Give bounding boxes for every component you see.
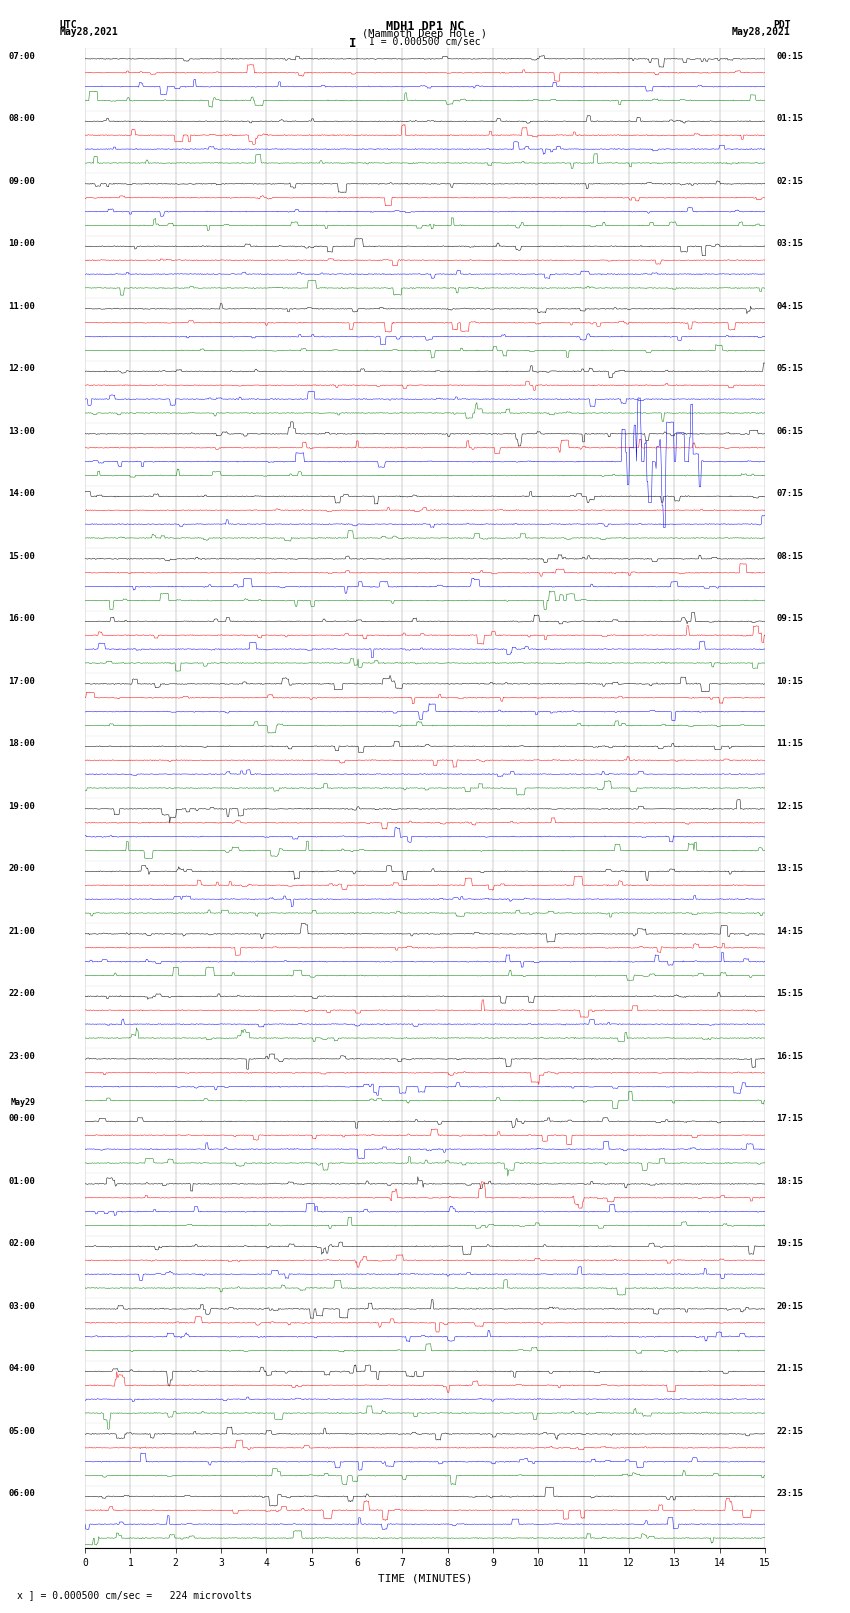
Text: 08:15: 08:15 — [776, 552, 803, 561]
Text: May28,2021: May28,2021 — [60, 27, 118, 37]
Text: 07:00: 07:00 — [8, 52, 35, 61]
Text: x ] = 0.000500 cm/sec =   224 microvolts: x ] = 0.000500 cm/sec = 224 microvolts — [17, 1590, 252, 1600]
Text: 18:15: 18:15 — [776, 1177, 803, 1186]
Text: 07:15: 07:15 — [776, 489, 803, 498]
Text: 00:00: 00:00 — [8, 1115, 35, 1123]
Text: 15:15: 15:15 — [776, 989, 803, 998]
Text: May28,2021: May28,2021 — [732, 27, 791, 37]
Text: 06:15: 06:15 — [776, 427, 803, 436]
Text: 09:00: 09:00 — [8, 177, 35, 185]
Text: 13:15: 13:15 — [776, 865, 803, 873]
Text: 11:00: 11:00 — [8, 302, 35, 311]
Text: 21:15: 21:15 — [776, 1365, 803, 1373]
Text: 20:00: 20:00 — [8, 865, 35, 873]
Text: 23:15: 23:15 — [776, 1489, 803, 1498]
Text: 22:00: 22:00 — [8, 989, 35, 998]
Text: 22:15: 22:15 — [776, 1428, 803, 1436]
Text: 10:15: 10:15 — [776, 677, 803, 686]
Text: 13:00: 13:00 — [8, 427, 35, 436]
Text: MDH1 DP1 NC: MDH1 DP1 NC — [386, 19, 464, 34]
Text: 05:00: 05:00 — [8, 1428, 35, 1436]
Text: 15:00: 15:00 — [8, 552, 35, 561]
Text: UTC: UTC — [60, 19, 77, 31]
Text: 23:00: 23:00 — [8, 1052, 35, 1061]
Text: 16:15: 16:15 — [776, 1052, 803, 1061]
Text: 01:00: 01:00 — [8, 1177, 35, 1186]
Text: 14:00: 14:00 — [8, 489, 35, 498]
Text: 12:00: 12:00 — [8, 365, 35, 373]
Text: 01:15: 01:15 — [776, 115, 803, 123]
Text: 08:00: 08:00 — [8, 115, 35, 123]
Text: 05:15: 05:15 — [776, 365, 803, 373]
Text: 02:15: 02:15 — [776, 177, 803, 185]
Text: May29: May29 — [10, 1098, 35, 1108]
Text: 03:00: 03:00 — [8, 1302, 35, 1311]
Text: 17:00: 17:00 — [8, 677, 35, 686]
Text: I: I — [349, 37, 356, 50]
Text: 21:00: 21:00 — [8, 927, 35, 936]
X-axis label: TIME (MINUTES): TIME (MINUTES) — [377, 1574, 473, 1584]
Text: 19:00: 19:00 — [8, 802, 35, 811]
Text: 11:15: 11:15 — [776, 739, 803, 748]
Text: 04:15: 04:15 — [776, 302, 803, 311]
Text: 04:00: 04:00 — [8, 1365, 35, 1373]
Text: 03:15: 03:15 — [776, 239, 803, 248]
Text: 18:00: 18:00 — [8, 739, 35, 748]
Text: 02:00: 02:00 — [8, 1239, 35, 1248]
Text: 17:15: 17:15 — [776, 1115, 803, 1123]
Text: 16:00: 16:00 — [8, 615, 35, 623]
Text: 06:00: 06:00 — [8, 1489, 35, 1498]
Text: 19:15: 19:15 — [776, 1239, 803, 1248]
Text: 10:00: 10:00 — [8, 239, 35, 248]
Text: PDT: PDT — [773, 19, 790, 31]
Text: 20:15: 20:15 — [776, 1302, 803, 1311]
Text: 12:15: 12:15 — [776, 802, 803, 811]
Text: 00:15: 00:15 — [776, 52, 803, 61]
Text: I = 0.000500 cm/sec: I = 0.000500 cm/sec — [369, 37, 481, 47]
Text: (Mammoth Deep Hole ): (Mammoth Deep Hole ) — [362, 29, 488, 39]
Text: 09:15: 09:15 — [776, 615, 803, 623]
Text: 14:15: 14:15 — [776, 927, 803, 936]
